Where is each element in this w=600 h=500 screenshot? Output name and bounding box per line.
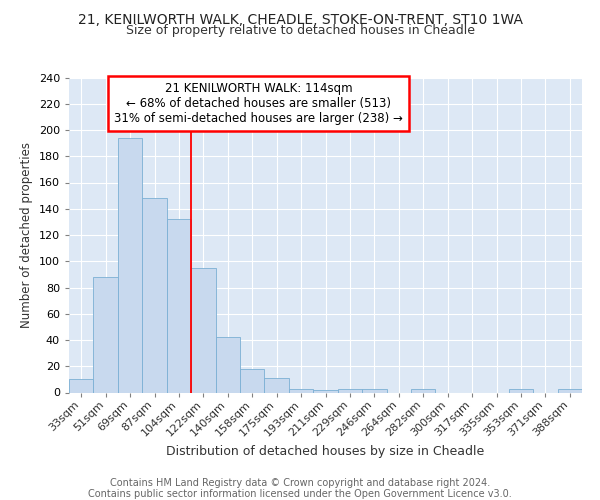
Bar: [118, 138, 142, 392]
X-axis label: Distribution of detached houses by size in Cheadle: Distribution of detached houses by size …: [166, 446, 485, 458]
Bar: [265, 378, 289, 392]
Bar: [167, 219, 191, 392]
Bar: [215, 338, 240, 392]
Bar: [94, 277, 118, 392]
Text: 21 KENILWORTH WALK: 114sqm
← 68% of detached houses are smaller (513)
31% of sem: 21 KENILWORTH WALK: 114sqm ← 68% of deta…: [115, 82, 403, 125]
Bar: [313, 390, 338, 392]
Bar: [557, 388, 582, 392]
Bar: [509, 388, 533, 392]
Text: Size of property relative to detached houses in Cheadle: Size of property relative to detached ho…: [125, 24, 475, 37]
Bar: [240, 369, 265, 392]
Y-axis label: Number of detached properties: Number of detached properties: [20, 142, 33, 328]
Bar: [191, 268, 215, 392]
Bar: [142, 198, 167, 392]
Bar: [338, 388, 362, 392]
Text: Contains public sector information licensed under the Open Government Licence v3: Contains public sector information licen…: [88, 489, 512, 499]
Bar: [411, 388, 436, 392]
Text: 21, KENILWORTH WALK, CHEADLE, STOKE-ON-TRENT, ST10 1WA: 21, KENILWORTH WALK, CHEADLE, STOKE-ON-T…: [77, 12, 523, 26]
Bar: [289, 388, 313, 392]
Text: Contains HM Land Registry data © Crown copyright and database right 2024.: Contains HM Land Registry data © Crown c…: [110, 478, 490, 488]
Bar: [69, 380, 94, 392]
Bar: [362, 388, 386, 392]
